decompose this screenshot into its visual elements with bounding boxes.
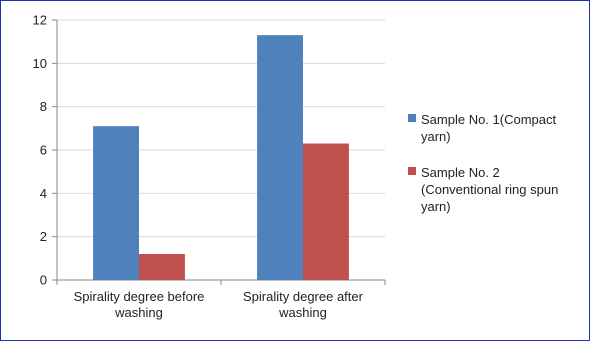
y-tick-label-6: 6 — [40, 143, 47, 158]
legend-label-sample-2-line-3: yarn) — [421, 199, 451, 214]
x-category-label-1-line-1: Spirality degree before — [74, 289, 205, 304]
legend-label-sample-2-line-1: Sample No. 2 — [421, 165, 500, 180]
y-tick-label-8: 8 — [40, 99, 47, 114]
legend-swatch-sample-1 — [408, 114, 416, 122]
bar-series-1-category-1 — [93, 126, 139, 281]
legend-label-sample-1: Sample No. 1(Compact yarn) — [421, 112, 556, 144]
y-tick-label-4: 4 — [40, 186, 47, 201]
legend-label-sample-2-line-2: (Conventional ring spun — [421, 182, 559, 197]
y-tick-label-0: 0 — [40, 273, 47, 288]
y-tick-label-10: 10 — [33, 56, 47, 71]
y-tick-label-12: 12 — [33, 13, 47, 28]
bar-series-2-category-2 — [303, 143, 349, 280]
x-category-label-1-line-2: washing — [114, 305, 163, 320]
legend-label-sample-1-line-1: Sample No. 1(Compact — [421, 112, 557, 127]
legend-label-sample-2: Sample No. 2 (Conventional ring spun yar… — [421, 165, 558, 214]
legend-item-sample-1: Sample No. 1(Compact yarn) — [408, 111, 583, 145]
bar-series-1-category-2 — [257, 35, 303, 280]
chart-legend: Sample No. 1(Compact yarn) Sample No. 2 … — [408, 111, 583, 234]
x-category-label-2-line-1: Spirality degree after — [243, 289, 364, 304]
bar-series-2-category-1 — [139, 254, 185, 280]
legend-item-sample-2: Sample No. 2 (Conventional ring spun yar… — [408, 164, 583, 215]
y-tick-label-2: 2 — [40, 229, 47, 244]
legend-label-sample-1-line-2: yarn) — [421, 129, 451, 144]
x-category-label-2-line-2: washing — [278, 305, 327, 320]
legend-swatch-sample-2 — [408, 167, 416, 175]
